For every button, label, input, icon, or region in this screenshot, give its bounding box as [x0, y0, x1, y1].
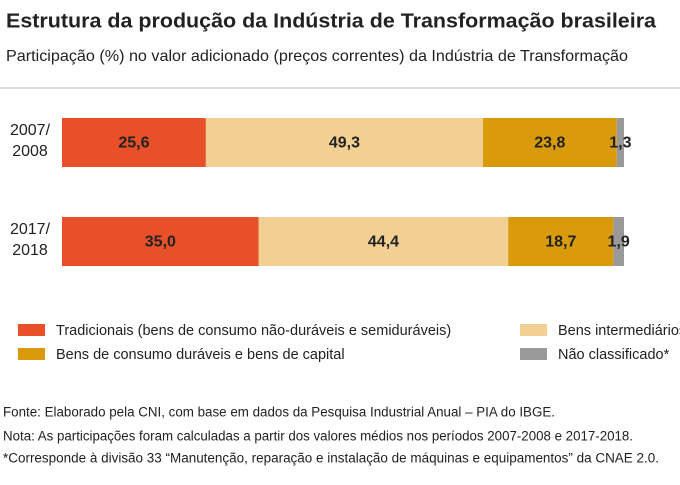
- bar-segment: [616, 118, 624, 167]
- category-label: 2007/ 2008: [9, 122, 51, 160]
- chart-title: Estrutura da produção da Indústria de Tr…: [6, 10, 657, 32]
- legend-swatch: [520, 324, 547, 336]
- bar-segment: [62, 118, 206, 167]
- bar-segment: [508, 217, 614, 266]
- category-label: 2017/ 2018: [9, 221, 51, 259]
- value-label: 1,9: [608, 234, 630, 251]
- chart-subtitle: Participação (%) no valor adicionado (pr…: [6, 48, 628, 65]
- bar-segment: [613, 217, 624, 266]
- legend-label: Tradicionais (bens de consumo não-duráve…: [56, 323, 451, 339]
- value-label: 1,3: [609, 135, 631, 152]
- footnote: Nota: As participações foram calculadas …: [3, 429, 633, 444]
- footnote: Fonte: Elaborado pela CNI, com base em d…: [3, 405, 555, 420]
- bar-segment: [205, 118, 483, 167]
- legend-swatch: [18, 348, 45, 360]
- value-label: 49,3: [329, 135, 360, 152]
- legend-swatch: [18, 324, 45, 336]
- value-label: 44,4: [368, 234, 399, 251]
- bar-segment: [258, 217, 509, 266]
- value-label: 18,7: [545, 234, 576, 251]
- value-label: 35,0: [145, 234, 176, 251]
- value-label: 25,6: [118, 135, 149, 152]
- footnote: *Corresponde à divisão 33 “Manutenção, r…: [3, 451, 659, 466]
- legend-label: Bens intermediários: [558, 323, 680, 339]
- legend-label: Não classificado*: [558, 347, 670, 363]
- bar-segment: [482, 118, 617, 167]
- bar-segment: [62, 217, 259, 266]
- legend-swatch: [520, 348, 547, 360]
- legend-label: Bens de consumo duráveis e bens de capit…: [56, 347, 345, 363]
- value-label: 23,8: [534, 135, 565, 152]
